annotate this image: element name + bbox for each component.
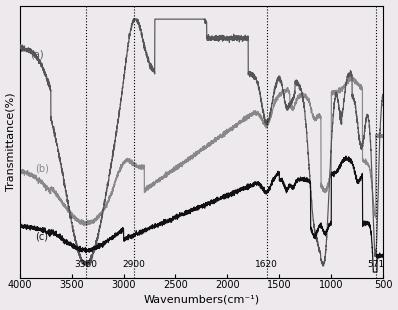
Y-axis label: Transmittance(%): Transmittance(%) — [6, 92, 16, 191]
Text: (c): (c) — [35, 232, 48, 242]
X-axis label: Wavenumbers(cm⁻¹): Wavenumbers(cm⁻¹) — [143, 294, 259, 304]
Text: (b): (b) — [35, 164, 49, 174]
Text: 3360: 3360 — [75, 260, 98, 269]
Text: (a): (a) — [30, 50, 44, 60]
Text: 1620: 1620 — [256, 260, 278, 269]
Text: 571: 571 — [367, 260, 384, 269]
Text: 2900: 2900 — [123, 260, 145, 269]
